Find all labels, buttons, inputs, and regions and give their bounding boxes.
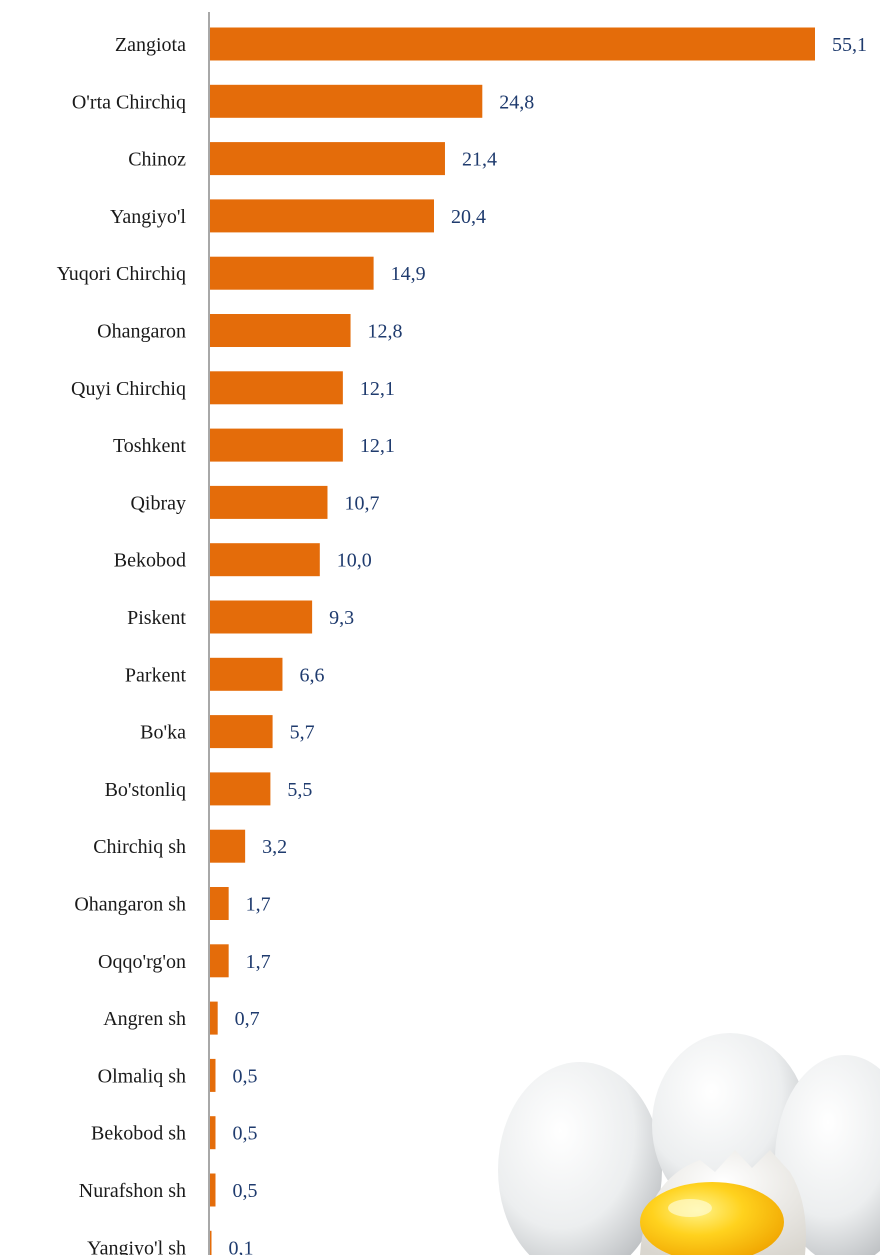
category-label-12: Bo'ka: [140, 722, 186, 744]
bar-11: [210, 657, 283, 691]
yolk-highlight: [668, 1199, 712, 1217]
category-label-13: Bo'stonliq: [105, 779, 186, 801]
value-label-13: 5,5: [287, 779, 312, 801]
bar-6: [210, 371, 343, 405]
value-label-1: 24,8: [499, 91, 534, 113]
category-label-10: Piskent: [127, 607, 186, 629]
bar-3: [210, 199, 434, 233]
value-label-15: 1,7: [246, 894, 271, 916]
bar-0: [210, 27, 815, 61]
egg-left: [498, 1062, 662, 1255]
bar-14: [210, 829, 246, 863]
value-label-6: 12,1: [360, 378, 395, 400]
value-label-14: 3,2: [262, 836, 287, 858]
value-label-17: 0,7: [235, 1008, 260, 1030]
value-label-16: 1,7: [246, 951, 271, 973]
category-label-17: Angren sh: [103, 1008, 186, 1030]
bar-15: [210, 887, 229, 920]
category-label-21: Yangiyo'l sh: [87, 1237, 186, 1255]
bar-2: [210, 142, 445, 176]
category-label-11: Parkent: [125, 664, 187, 686]
category-label-2: Chinoz: [128, 149, 186, 171]
category-label-4: Yuqori Chirchiq: [57, 263, 186, 285]
category-label-6: Quyi Chirchiq: [71, 378, 186, 400]
bar-21: [210, 1230, 212, 1255]
value-label-18: 0,5: [232, 1065, 257, 1087]
bar-12: [210, 715, 273, 749]
category-label-7: Toshkent: [113, 435, 186, 457]
value-label-7: 12,1: [360, 435, 395, 457]
category-label-14: Chirchiq sh: [93, 836, 186, 858]
value-label-19: 0,5: [232, 1123, 257, 1145]
bar-13: [210, 772, 271, 806]
category-label-8: Qibray: [130, 492, 186, 514]
bar-7: [210, 428, 343, 462]
category-label-20: Nurafshon sh: [79, 1180, 186, 1202]
bar-16: [210, 944, 229, 978]
value-label-0: 55,1: [832, 34, 867, 56]
category-label-19: Bekobod sh: [91, 1123, 186, 1145]
value-label-9: 10,0: [337, 550, 372, 572]
bar-4: [210, 256, 374, 290]
bar-19: [210, 1116, 216, 1150]
bar-17: [210, 1001, 218, 1035]
category-label-3: Yangiyo'l: [110, 206, 186, 228]
bar-9: [210, 543, 320, 577]
value-label-4: 14,9: [391, 263, 426, 285]
value-label-10: 9,3: [329, 607, 354, 629]
category-label-0: Zangiota: [115, 34, 186, 56]
value-label-20: 0,5: [232, 1180, 257, 1202]
value-label-2: 21,4: [462, 149, 497, 171]
category-label-18: Olmaliq sh: [98, 1065, 186, 1087]
value-label-8: 10,7: [344, 492, 379, 514]
value-label-21: 0,1: [229, 1237, 254, 1255]
bar-5: [210, 314, 351, 347]
bar-20: [210, 1173, 216, 1207]
category-label-9: Bekobod: [114, 550, 186, 572]
category-label-15: Ohangaron sh: [74, 894, 186, 916]
value-label-5: 12,8: [368, 321, 403, 343]
value-label-12: 5,7: [290, 722, 315, 744]
value-label-3: 20,4: [451, 206, 486, 228]
category-label-1: O'rta Chirchiq: [72, 91, 186, 113]
bar-18: [210, 1058, 216, 1092]
value-label-11: 6,6: [299, 664, 324, 686]
category-label-16: Oqqo'rg'on: [98, 951, 186, 973]
bar-8: [210, 485, 328, 519]
category-label-5: Ohangaron: [97, 321, 186, 343]
bars-group: Zangiota 55,1 O'rta Chirchiq 24,8 Chinoz 21,4…: [57, 27, 867, 1255]
egg-yolk: [640, 1182, 784, 1255]
bar-10: [210, 600, 313, 634]
bar-1: [210, 84, 483, 118]
eggs-photo: [485, 1020, 880, 1255]
